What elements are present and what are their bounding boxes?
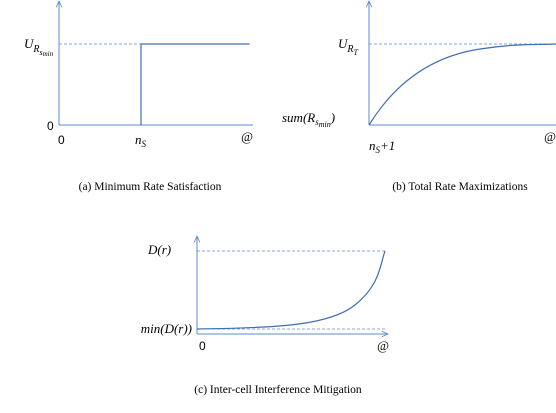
y-origin-label: 0 (47, 119, 54, 133)
label-part: U (24, 36, 35, 51)
panel-a: URsmin 0 0 nS @ (a) Minimum Rate Satisfa… (24, 1, 253, 193)
label-part: S (142, 139, 147, 149)
panel-b: URT sum(Rsmin) nS+1 @ (b) Total Rate Max… (282, 1, 556, 193)
y-top-label: URT (338, 36, 359, 57)
label-part: R (346, 44, 353, 55)
label-part: T (354, 48, 359, 57)
x-label: nS+1 (369, 138, 395, 155)
x-label: @ (544, 129, 556, 144)
label-part: min (43, 50, 54, 58)
label-part: ) (330, 110, 335, 125)
label-part: U (338, 36, 349, 51)
saturating-curve (368, 43, 556, 126)
exponential-curve (196, 250, 386, 330)
label-part: min (319, 120, 331, 129)
caption: (c) Inter-cell Interference Mitigation (194, 384, 362, 396)
x-label: @ (241, 129, 253, 144)
y-top-label: D(r) (147, 242, 171, 257)
panel-c: D(r) min(D(r)) 0 @ (c) Inter-cell Interf… (141, 236, 389, 396)
label-part: S (376, 145, 381, 155)
y-origin-label: sum(Rsmin) (282, 110, 335, 129)
label-part: +1 (380, 138, 395, 153)
caption: (a) Minimum Rate Satisfaction (79, 181, 222, 193)
y-top-label: URsmin (24, 36, 54, 58)
x-label: @ (377, 338, 389, 353)
y-origin-label: min(D(r)) (141, 321, 192, 336)
label-part: s (315, 117, 319, 127)
label-part: R (32, 44, 39, 55)
label-part: s (40, 48, 43, 57)
label-part: sum( (282, 110, 308, 125)
label-part: n (135, 132, 142, 147)
x-label: nS (135, 132, 147, 149)
step-curve (140, 43, 249, 125)
x-label: 0 (199, 339, 206, 353)
caption: (b) Total Rate Maximizations (392, 181, 528, 193)
label-part: R (306, 110, 315, 125)
label-part: n (369, 138, 376, 153)
x-label: 0 (58, 133, 65, 147)
